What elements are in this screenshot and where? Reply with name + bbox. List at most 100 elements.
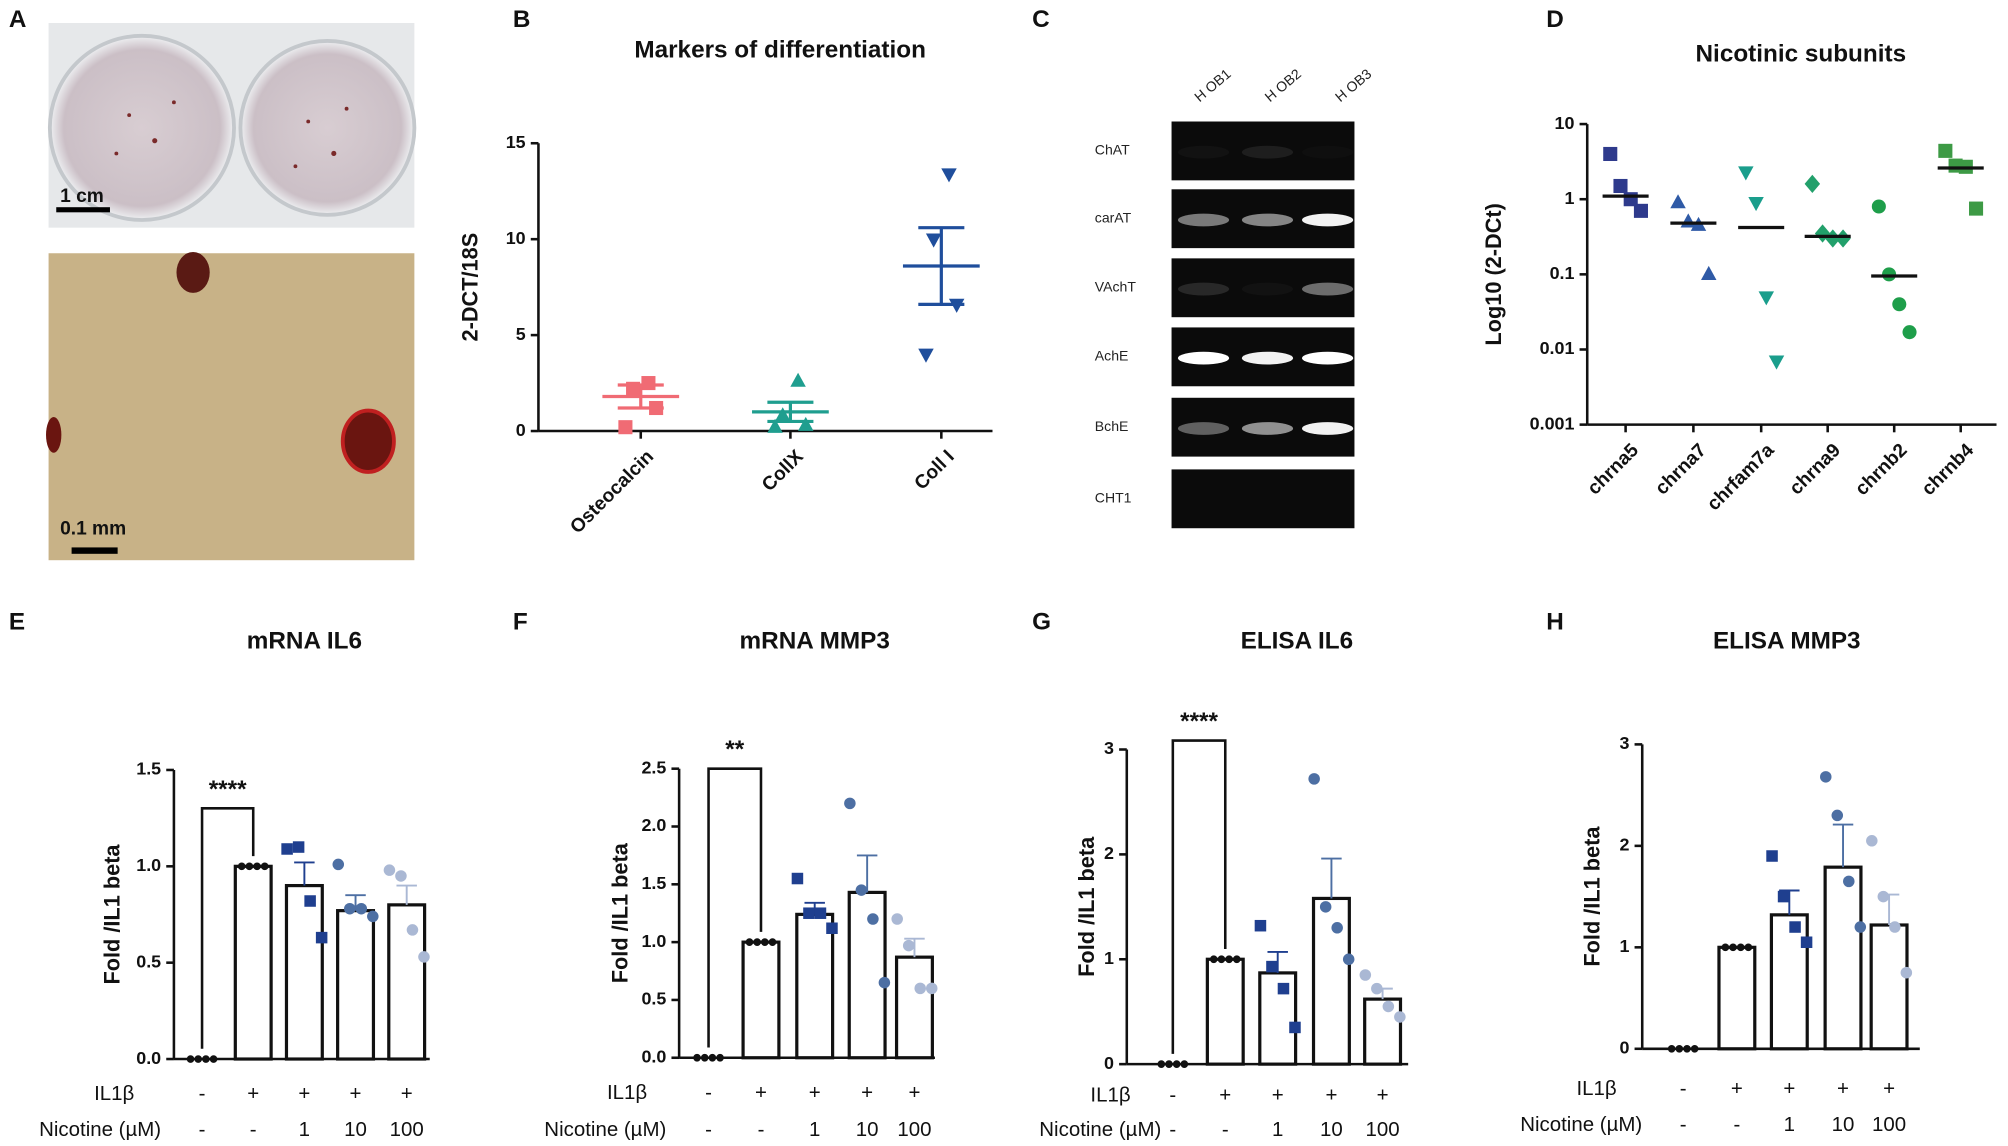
condition-level: + xyxy=(1377,1084,1389,1107)
point xyxy=(1266,960,1278,973)
point xyxy=(315,931,328,944)
error-bar xyxy=(345,894,366,911)
condition-name: Nicotine (µM) xyxy=(39,1118,161,1141)
y-tick-label: 0.1 xyxy=(1550,263,1575,283)
condition-level: + xyxy=(1837,1077,1849,1100)
point xyxy=(618,420,633,435)
point xyxy=(814,907,827,919)
point xyxy=(774,407,791,422)
condition-name: IL1β xyxy=(1090,1084,1130,1107)
y-axis-label: Fold /IL1 beta xyxy=(1579,826,1604,967)
point xyxy=(1394,1011,1406,1023)
point xyxy=(1789,921,1801,933)
point xyxy=(1825,229,1841,248)
y-tick-label: 1 xyxy=(1619,936,1629,956)
x-tick-label: Coll I xyxy=(911,446,959,494)
gel-strip xyxy=(1171,258,1355,318)
point xyxy=(826,922,838,935)
point xyxy=(1814,224,1831,243)
point xyxy=(1744,943,1753,952)
condition-level: 1 xyxy=(299,1118,310,1141)
well xyxy=(238,39,417,217)
gene-label: carAT xyxy=(1095,209,1132,225)
gene-label: CHT1 xyxy=(1095,490,1132,506)
point xyxy=(1877,890,1890,903)
x-tick-label: chrnb2 xyxy=(1851,440,1911,500)
bar xyxy=(741,940,781,1060)
y-tick-label: 1 xyxy=(1564,188,1574,208)
x-tick-label: chrna5 xyxy=(1584,440,1644,500)
point xyxy=(878,976,891,989)
y-tick-label: 1 xyxy=(1104,948,1114,968)
bar xyxy=(1363,997,1403,1066)
condition-level: + xyxy=(1272,1084,1284,1107)
x-tick-label: chrna7 xyxy=(1651,440,1710,499)
point xyxy=(1172,1060,1181,1068)
y-tick-label: 0.5 xyxy=(136,951,161,971)
point xyxy=(902,939,915,952)
gel-band xyxy=(1177,351,1230,365)
panel-letter: E xyxy=(9,608,25,635)
chart-title: ELISA MMP3 xyxy=(1713,627,1861,654)
point xyxy=(1670,194,1686,209)
nodule xyxy=(340,408,396,474)
condition-level: + xyxy=(1731,1077,1743,1100)
point xyxy=(1690,1044,1699,1053)
bar xyxy=(1769,913,1809,1051)
point xyxy=(753,938,761,946)
point xyxy=(693,1053,701,1062)
point xyxy=(1382,1000,1395,1013)
point xyxy=(1277,982,1290,995)
error-bar xyxy=(1321,857,1342,899)
point xyxy=(1866,835,1878,847)
gel-band xyxy=(1302,422,1354,435)
lane-label: H OB1 xyxy=(1191,65,1234,104)
error-bar xyxy=(856,854,878,893)
nodule xyxy=(46,416,62,453)
y-tick-label: 1.5 xyxy=(641,873,666,893)
y-tick-label: 1.5 xyxy=(136,759,161,779)
point xyxy=(1748,197,1764,212)
condition-level: + xyxy=(1883,1077,1895,1100)
condition-level: - xyxy=(1680,1077,1687,1100)
point xyxy=(1729,943,1737,952)
point xyxy=(1680,213,1697,228)
condition-level: - xyxy=(1169,1084,1176,1107)
y-tick-label: 3 xyxy=(1104,738,1114,758)
point xyxy=(1683,1044,1691,1053)
condition-level: - xyxy=(199,1082,206,1105)
condition-level: + xyxy=(809,1081,821,1104)
point xyxy=(237,862,246,871)
point xyxy=(1889,921,1901,933)
gel-band xyxy=(1177,282,1230,296)
point xyxy=(1835,229,1851,248)
nodule xyxy=(176,251,210,293)
point xyxy=(1854,921,1867,933)
point xyxy=(790,372,806,387)
y-axis-label: 2-DCT/18S xyxy=(458,233,483,342)
error-bar xyxy=(767,400,814,424)
gel-band xyxy=(1178,146,1229,159)
point xyxy=(1675,1044,1684,1053)
scale-bar xyxy=(56,207,110,213)
significance-label: ** xyxy=(725,736,744,763)
error-bar xyxy=(1832,823,1854,868)
condition-level: 10 xyxy=(856,1118,879,1141)
point xyxy=(1738,166,1754,181)
point xyxy=(406,924,419,936)
point xyxy=(855,884,868,896)
y-tick-label: 2 xyxy=(1104,843,1114,863)
bar xyxy=(1205,957,1245,1066)
point xyxy=(202,1055,210,1063)
gel-band xyxy=(1241,422,1294,435)
x-tick-label: chrnb4 xyxy=(1918,440,1978,500)
condition-level: + xyxy=(298,1082,310,1105)
point xyxy=(914,982,926,995)
bar xyxy=(1869,923,1909,1051)
point xyxy=(1289,1021,1301,1034)
condition-level: - xyxy=(1169,1118,1176,1141)
gel-band xyxy=(1241,213,1294,227)
y-tick-label: 3 xyxy=(1619,733,1629,753)
point xyxy=(767,418,783,433)
